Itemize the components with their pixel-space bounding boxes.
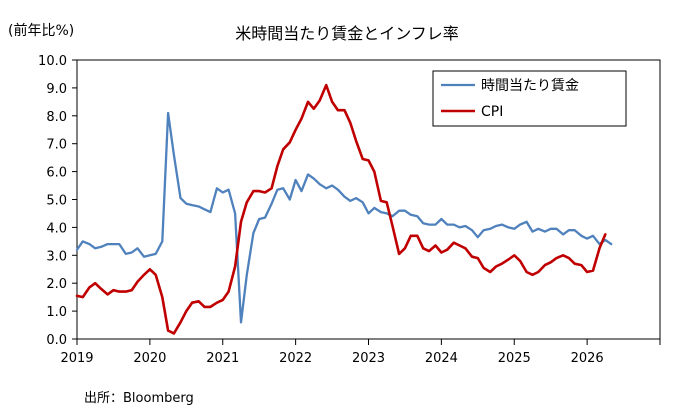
series-line-2 <box>75 83 607 335</box>
x-tick-label: 2022 <box>279 351 312 366</box>
x-tick-label: 2025 <box>498 351 531 366</box>
y-axis-unit-label: (前年比%) <box>8 23 75 39</box>
y-tick-label: 7.0 <box>46 138 67 153</box>
x-tick-label: 2023 <box>352 351 385 366</box>
series-line-1 <box>75 111 613 324</box>
x-tick-label: 2024 <box>425 351 458 366</box>
y-tick-label: 3.0 <box>46 249 67 264</box>
y-tick-label: 2.0 <box>46 277 67 292</box>
x-tick-label: 2019 <box>60 351 93 366</box>
y-tick-label: 0.0 <box>46 333 67 348</box>
x-tick-label: 2021 <box>206 351 239 366</box>
source-note: 出所：Bloomberg <box>84 391 194 406</box>
y-tick-label: 10.0 <box>38 54 67 69</box>
y-tick-label: 8.0 <box>46 110 67 125</box>
y-tick-label: 5.0 <box>46 194 67 209</box>
x-tick-label: 2020 <box>133 351 166 366</box>
y-tick-label: 4.0 <box>46 221 67 236</box>
y-tick-label: 9.0 <box>46 82 67 97</box>
y-tick-label: 1.0 <box>46 305 67 320</box>
chart-title: 米時間当たり賃金とインフレ率 <box>235 24 459 43</box>
y-tick-label: 6.0 <box>46 166 67 181</box>
x-tick-label: 2026 <box>571 351 604 366</box>
legend-label-1: 時間当たり賃金 <box>481 78 579 94</box>
legend-box <box>432 70 627 127</box>
legend-label-2: CPI <box>481 104 503 120</box>
